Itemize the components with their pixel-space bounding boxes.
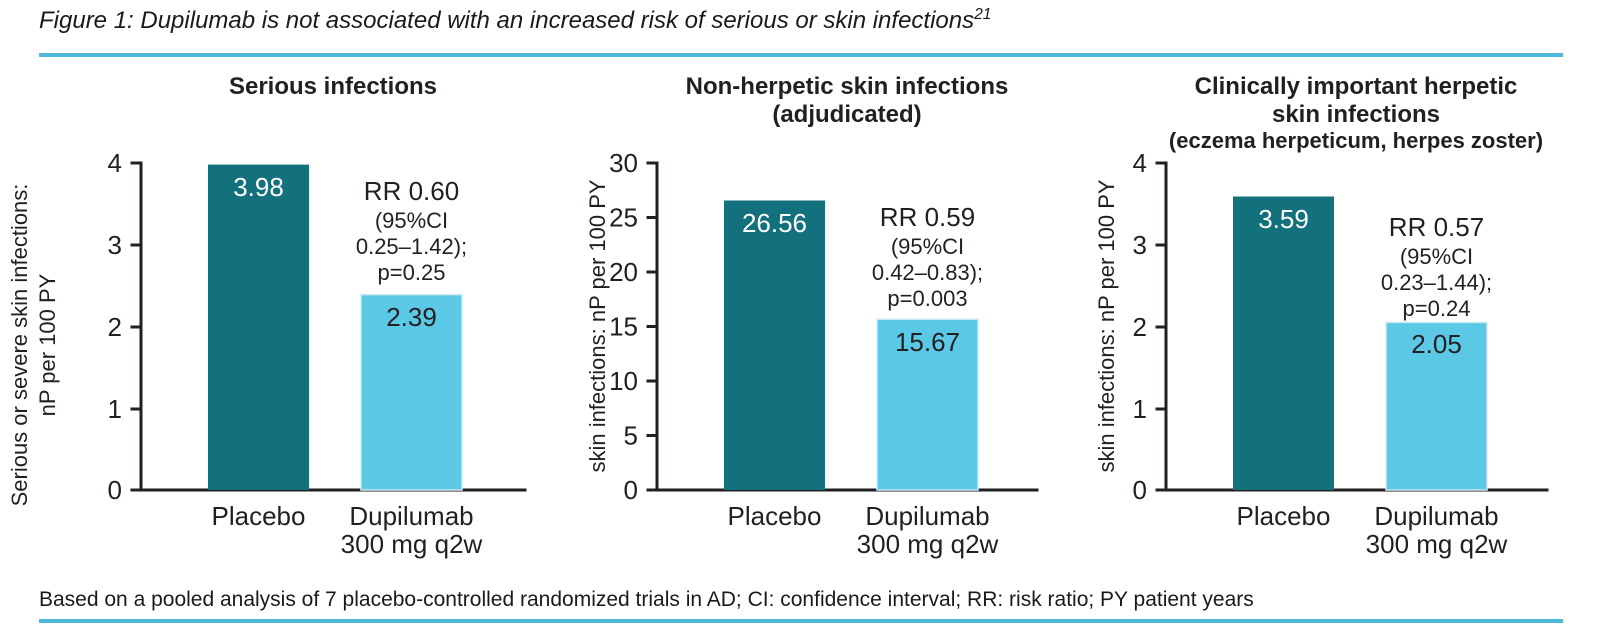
svg-text:skin infections: nP per 100 PY: skin infections: nP per 100 PY xyxy=(585,179,610,472)
svg-text:2: 2 xyxy=(108,312,122,342)
svg-text:RR 0.57: RR 0.57 xyxy=(1389,212,1484,242)
svg-text:Serious infections: Serious infections xyxy=(229,73,437,100)
svg-text:Dupilumab: Dupilumab xyxy=(865,501,989,531)
svg-text:0: 0 xyxy=(108,475,122,505)
svg-text:25: 25 xyxy=(609,203,638,233)
svg-text:(95%CI: (95%CI xyxy=(375,208,448,233)
svg-text:0: 0 xyxy=(624,475,638,505)
svg-text:Placebo: Placebo xyxy=(1237,501,1331,531)
svg-text:3.98: 3.98 xyxy=(233,172,284,202)
svg-text:(95%CI: (95%CI xyxy=(891,234,964,259)
svg-text:(95%CI: (95%CI xyxy=(1400,244,1473,269)
svg-text:3: 3 xyxy=(108,230,122,260)
svg-text:26.56: 26.56 xyxy=(742,208,807,238)
svg-text:Serious or severe skin infecti: Serious or severe skin infections: xyxy=(7,184,32,507)
svg-text:3: 3 xyxy=(1133,230,1147,260)
svg-text:Non-herpetic skin infections: Non-herpetic skin infections xyxy=(686,73,1009,100)
svg-text:RR 0.60: RR 0.60 xyxy=(364,176,459,206)
svg-text:1: 1 xyxy=(1133,394,1147,424)
svg-text:nP per 100 PY: nP per 100 PY xyxy=(35,273,60,416)
svg-text:4: 4 xyxy=(108,148,122,178)
svg-text:2.05: 2.05 xyxy=(1411,329,1462,359)
svg-text:skin infections: nP per 100 PY: skin infections: nP per 100 PY xyxy=(1094,179,1119,472)
svg-text:p=0.24: p=0.24 xyxy=(1403,296,1471,321)
svg-text:2.39: 2.39 xyxy=(386,302,437,332)
svg-text:10: 10 xyxy=(609,366,638,396)
svg-text:RR 0.59: RR 0.59 xyxy=(880,202,975,232)
svg-text:Clinically important herpetic: Clinically important herpetic xyxy=(1195,73,1518,100)
svg-text:Dupilumab: Dupilumab xyxy=(1374,501,1498,531)
svg-text:15.67: 15.67 xyxy=(895,327,960,357)
svg-text:4: 4 xyxy=(1133,148,1147,178)
svg-text:Placebo: Placebo xyxy=(212,501,306,531)
svg-text:300 mg q2w: 300 mg q2w xyxy=(341,529,483,559)
svg-text:20: 20 xyxy=(609,257,638,287)
svg-text:0.23–1.44);: 0.23–1.44); xyxy=(1381,270,1492,295)
svg-text:p=0.003: p=0.003 xyxy=(887,286,967,311)
svg-text:300 mg q2w: 300 mg q2w xyxy=(1366,529,1508,559)
svg-text:3.59: 3.59 xyxy=(1258,204,1309,234)
svg-text:0.42–0.83);: 0.42–0.83); xyxy=(872,260,983,285)
svg-text:Dupilumab: Dupilumab xyxy=(349,501,473,531)
svg-text:Placebo: Placebo xyxy=(728,501,822,531)
svg-text:300 mg q2w: 300 mg q2w xyxy=(857,529,999,559)
svg-text:(adjudicated): (adjudicated) xyxy=(772,101,921,128)
svg-text:(eczema herpeticum, herpes zos: (eczema herpeticum, herpes zoster) xyxy=(1169,128,1543,153)
svg-text:skin infections: skin infections xyxy=(1272,101,1440,128)
svg-text:5: 5 xyxy=(624,421,638,451)
svg-text:0.25–1.42);: 0.25–1.42); xyxy=(356,234,467,259)
svg-text:2: 2 xyxy=(1133,312,1147,342)
svg-text:0: 0 xyxy=(1133,475,1147,505)
svg-text:15: 15 xyxy=(609,312,638,342)
svg-text:1: 1 xyxy=(108,394,122,424)
svg-text:p=0.25: p=0.25 xyxy=(378,260,446,285)
svg-text:30: 30 xyxy=(609,148,638,178)
